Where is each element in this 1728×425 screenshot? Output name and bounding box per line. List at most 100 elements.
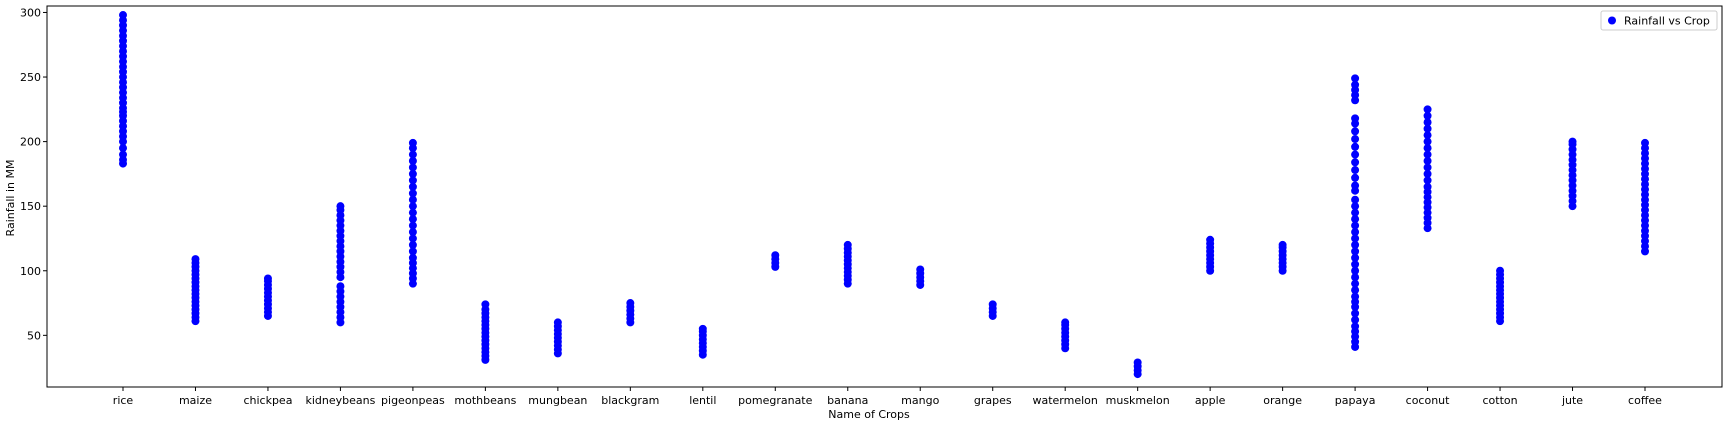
data-point-pigeonpeas: [408, 195, 417, 204]
data-point-rice: [119, 150, 127, 159]
data-point-jute: [1568, 137, 1577, 146]
x-tick-label-rice: rice: [113, 394, 134, 407]
data-point-lentil: [698, 324, 707, 333]
legend: Rainfall vs Crop: [1600, 10, 1718, 31]
x-tick-label-cotton: cotton: [1482, 394, 1517, 407]
data-points: [119, 11, 1649, 379]
data-point-pigeonpeas: [408, 169, 417, 178]
y-tick-label-150: 150: [20, 200, 41, 213]
data-point-papaya: [1351, 260, 1360, 269]
x-tick-label-coffee: coffee: [1628, 394, 1662, 407]
x-tick-label-chickpea: chickpea: [243, 394, 292, 407]
data-point-papaya: [1351, 150, 1360, 159]
data-point-maize: [191, 255, 200, 264]
data-point-pomegranate: [771, 251, 780, 260]
data-point-papaya: [1351, 166, 1360, 175]
legend-box: [1600, 10, 1718, 31]
x-tick-label-orange: orange: [1263, 394, 1302, 407]
data-point-mungbean: [553, 318, 562, 327]
data-point-papaya: [1351, 322, 1360, 331]
data-point-papaya: [1351, 266, 1360, 275]
x-tick-label-mothbeans: mothbeans: [454, 394, 516, 407]
data-point-papaya: [1351, 286, 1360, 295]
data-point-papaya: [1351, 221, 1360, 230]
plot-frame: [46, 5, 1723, 388]
x-axis-ticks: rice maize chickpea kidneybeans pigeonpeas mo…: [113, 387, 1662, 407]
x-tick-label-banana: banana: [827, 394, 868, 407]
data-point-coconut: [1423, 131, 1432, 140]
data-point-coconut: [1423, 176, 1432, 185]
data-point-papaya: [1351, 202, 1360, 211]
data-point-mothbeans: [481, 300, 490, 309]
data-point-pigeonpeas: [408, 215, 417, 224]
x-tick-label-lentil: lentil: [689, 394, 716, 407]
data-point-papaya: [1351, 181, 1360, 190]
data-point-coffee: [1641, 138, 1649, 147]
data-point-pigeonpeas: [408, 247, 417, 256]
data-point-papaya: [1351, 315, 1360, 324]
data-point-papaya: [1351, 292, 1360, 301]
data-point-papaya: [1351, 279, 1360, 288]
x-tick-label-jute: jute: [1561, 394, 1583, 407]
data-point-coconut: [1423, 182, 1432, 191]
data-point-mango: [916, 265, 925, 274]
y-tick-label-50: 50: [27, 329, 41, 342]
data-point-papaya: [1351, 195, 1360, 204]
data-point-muskmelon: [1133, 358, 1142, 367]
data-point-coconut: [1423, 144, 1432, 153]
data-point-pigeonpeas: [408, 182, 417, 191]
x-tick-label-blackgram: blackgram: [601, 394, 659, 407]
data-point-pigeonpeas: [408, 189, 417, 198]
data-point-papaya: [1351, 240, 1360, 249]
data-point-papaya: [1351, 309, 1360, 318]
x-tick-label-pigeonpeas: pigeonpeas: [381, 394, 445, 407]
data-point-pigeonpeas: [408, 163, 417, 172]
data-point-papaya: [1351, 135, 1360, 144]
data-point-papaya: [1351, 234, 1360, 243]
data-point-cotton: [1496, 266, 1505, 275]
y-tick-label-250: 250: [20, 71, 41, 84]
x-tick-label-pomegranate: pomegranate: [738, 394, 812, 407]
data-point-coconut: [1423, 118, 1432, 127]
data-point-coconut: [1423, 105, 1432, 114]
data-point-papaya: [1351, 127, 1360, 136]
x-tick-label-apple: apple: [1195, 394, 1226, 407]
x-tick-label-mungbean: mungbean: [528, 394, 587, 407]
data-point-coconut: [1423, 163, 1432, 172]
data-point-pigeonpeas: [408, 208, 417, 217]
data-point-apple: [1206, 235, 1215, 244]
data-point-coconut: [1423, 169, 1432, 178]
legend-marker: [1608, 16, 1616, 25]
data-point-pigeonpeas: [408, 253, 417, 262]
x-tick-label-coconut: coconut: [1406, 394, 1450, 407]
y-tick-label-300: 300: [20, 6, 41, 19]
data-point-banana: [843, 240, 852, 249]
x-tick-label-watermelon: watermelon: [1032, 394, 1097, 407]
data-point-pigeonpeas: [408, 234, 417, 243]
data-point-coconut: [1423, 137, 1432, 146]
x-axis-label: Name of Crops: [828, 408, 910, 421]
y-tick-label-100: 100: [20, 265, 41, 278]
x-tick-label-papaya: papaya: [1335, 394, 1376, 407]
data-point-papaya: [1351, 158, 1360, 167]
data-point-pigeonpeas: [408, 176, 417, 185]
data-point-grapes: [988, 300, 997, 309]
data-point-papaya: [1351, 80, 1360, 89]
data-point-papaya: [1351, 215, 1360, 224]
data-point-papaya: [1351, 173, 1360, 182]
data-point-coconut: [1423, 124, 1432, 133]
data-point-rice: [119, 144, 127, 153]
data-point-papaya: [1351, 74, 1360, 83]
data-point-papaya: [1351, 273, 1360, 282]
data-point-pigeonpeas: [408, 221, 417, 230]
data-point-pigeonpeas: [408, 138, 417, 147]
x-tick-label-muskmelon: muskmelon: [1106, 394, 1170, 407]
x-tick-label-grapes: grapes: [974, 394, 1012, 407]
data-point-coconut: [1423, 111, 1432, 120]
data-point-chickpea: [263, 274, 272, 283]
y-axis-ticks: 50 100 150 200 250 300: [20, 6, 47, 342]
data-point-pigeonpeas: [408, 228, 417, 237]
legend-label: Rainfall vs Crop: [1624, 15, 1710, 28]
data-point-pigeonpeas: [408, 150, 417, 159]
